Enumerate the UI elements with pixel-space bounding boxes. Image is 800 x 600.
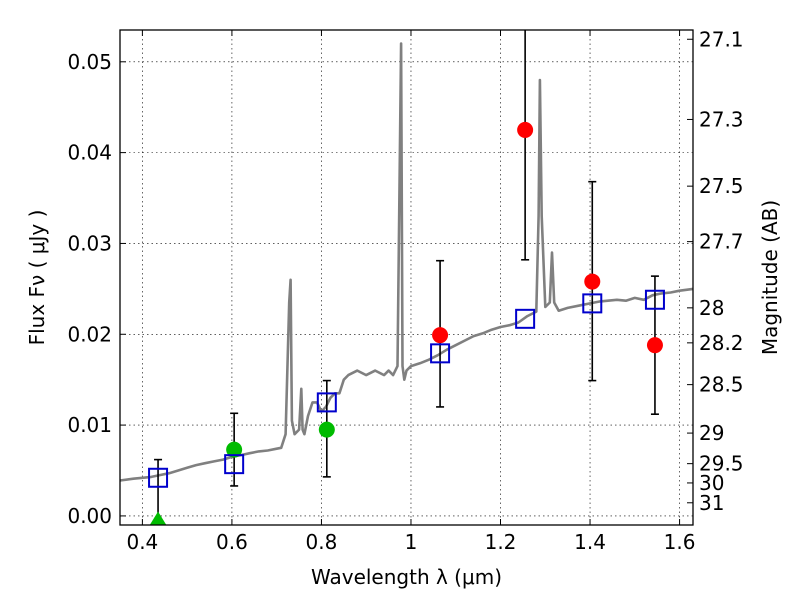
mag-tick-label: 27.3 xyxy=(699,107,744,131)
mag-tick-label: 27.1 xyxy=(699,27,744,51)
markers-layer xyxy=(148,121,665,525)
x-tick-label: 0.4 xyxy=(126,530,158,554)
x-tick-label: 0.8 xyxy=(306,530,338,554)
y-axis-label: Flux Fν ( μJy ) xyxy=(25,210,49,346)
y-tick-label: 0.05 xyxy=(67,50,112,74)
data-point xyxy=(584,273,601,290)
spectrum-layer xyxy=(119,42,694,482)
y-tick-label: 0.04 xyxy=(67,141,112,165)
grid xyxy=(120,30,693,525)
spectrum-line xyxy=(119,42,694,482)
mag-tick-label: 29 xyxy=(699,421,724,445)
upper-limit-point xyxy=(150,511,167,525)
model-square xyxy=(316,392,337,413)
mag-tick-label: 29.5 xyxy=(699,452,744,476)
mag-tick-label: 28 xyxy=(699,296,724,320)
data-point xyxy=(646,337,663,354)
mag-tick-label: 31 xyxy=(699,491,724,515)
y-tick-label: 0.02 xyxy=(67,322,112,346)
ticks-layer: 0.4 0.6 0.8 1 1.2 1.4 1.6 0.00 0.01 0.02 0.03 0.04 0… xyxy=(67,27,743,554)
x-tick-label: 1 xyxy=(405,530,418,554)
mag-tick-label: 28.2 xyxy=(699,331,744,355)
mag-tick-label: 27.7 xyxy=(699,230,744,254)
model-square xyxy=(582,293,603,314)
y-tick-label: 0.03 xyxy=(67,231,112,255)
x-tick-label: 0.6 xyxy=(216,530,248,554)
mag-tick-label: 27.5 xyxy=(699,174,744,198)
data-point xyxy=(318,421,335,438)
data-point xyxy=(226,441,243,458)
x-axis-label: Wavelength λ (μm) xyxy=(311,565,502,589)
mag-tick-label: 30 xyxy=(699,471,724,495)
y2-axis-label: Magnitude (AB) xyxy=(758,200,782,355)
model-square xyxy=(148,467,169,488)
plot-frame xyxy=(119,29,694,526)
model-square xyxy=(430,343,451,364)
model-square xyxy=(644,289,665,310)
x-tick-label: 1.4 xyxy=(574,530,606,554)
model-square xyxy=(515,308,536,329)
y-tick-label: 0.00 xyxy=(67,504,112,528)
y-tick-label: 0.01 xyxy=(67,413,112,437)
data-point xyxy=(432,327,449,344)
data-point xyxy=(517,121,534,138)
x-tick-label: 1.6 xyxy=(664,530,696,554)
x-tick-label: 1.2 xyxy=(485,530,517,554)
mag-tick-label: 28.5 xyxy=(699,373,744,397)
model-square xyxy=(224,454,245,475)
